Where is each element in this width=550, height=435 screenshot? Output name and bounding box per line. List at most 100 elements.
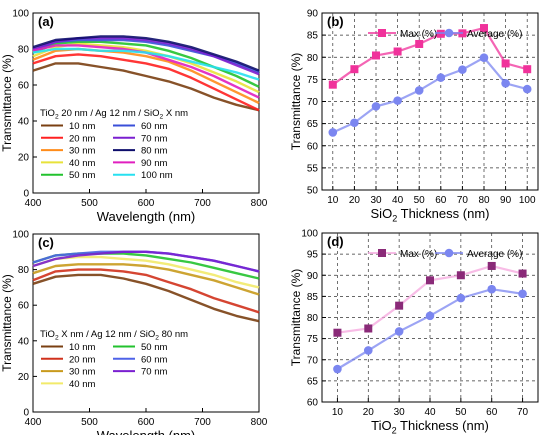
y-tick-label: 95 — [307, 250, 319, 261]
y-tick-label: 40 — [18, 117, 30, 128]
data-point-max — [456, 271, 465, 280]
y-tick-label: 85 — [307, 292, 319, 303]
y-tick-label: 0 — [23, 408, 29, 419]
data-point-average — [371, 102, 381, 111]
y-tick-label: 90 — [307, 271, 319, 282]
series-line-20-nm — [32, 268, 260, 314]
x-tick-label: 30 — [394, 407, 406, 418]
x-tick-label: 40 — [392, 195, 404, 206]
data-point-average — [479, 53, 489, 62]
x-tick-label: 70 — [457, 195, 469, 206]
y-tick-label: 60 — [307, 398, 319, 409]
legend-label: 20 nm — [69, 133, 95, 144]
x-tick-label: 800 — [251, 417, 268, 428]
data-point-average — [501, 79, 510, 88]
y-tick-label: 55 — [307, 163, 319, 174]
y-tick-label: 80 — [18, 45, 30, 56]
data-point-max — [333, 328, 342, 337]
subscript: 2 — [155, 335, 159, 342]
x-tick-label: 20 — [363, 407, 375, 418]
legend-label: 80 nm — [141, 146, 167, 157]
x-tick-label: 800 — [251, 198, 268, 209]
series-line-1 — [332, 56, 528, 134]
legend-label: 60 nm — [141, 121, 167, 132]
text-part: 20 nm / Ag 12 nm / SiO — [59, 108, 160, 119]
chart-panel-c: 0 20 40 60 80 100 400 500 600 700 800 (c) Wavelength… — [0, 230, 268, 435]
x-tick-label: 10 — [327, 195, 339, 206]
series-line-100-nm — [32, 47, 260, 81]
x-axis-label: SiO2 Thickness (nm) — [371, 206, 490, 224]
text-part: Thickness (nm) — [397, 206, 489, 221]
legend-label: 30 nm — [69, 367, 95, 378]
legend-label: Max (%) — [400, 29, 437, 40]
text-part: 80 nm — [159, 329, 188, 340]
panel-label: (d) — [327, 234, 344, 249]
y-axis-label: Transmittance (%) — [289, 53, 303, 151]
x-tick-label: 80 — [478, 195, 490, 206]
legend-marker — [444, 28, 454, 38]
y-axis-label: Transmittance (%) — [289, 269, 303, 367]
text-part: TiO — [40, 108, 55, 119]
series-line-30-nm — [32, 263, 260, 296]
y-tick-label: 65 — [307, 376, 319, 387]
chart-panel-b: 50 55 60 65 70 75 80 85 90 10 20 30 40 50 60 70 80 90 100 (… — [289, 9, 539, 224]
x-tick-label: 30 — [370, 195, 382, 206]
legend-label: 10 nm — [69, 121, 95, 132]
series-line-80-nm — [32, 35, 260, 72]
x-tick-label: 700 — [194, 417, 211, 428]
x-tick-label: 400 — [25, 198, 42, 209]
x-tick-label: 20 — [349, 195, 361, 206]
legend-label: 40 nm — [69, 158, 95, 169]
x-tick-label: 10 — [332, 407, 344, 418]
series-line-10-nm — [32, 62, 260, 112]
x-tick-label: 600 — [138, 198, 155, 209]
chart-panel-a: 0 20 40 60 80 100 400 500 600 700 800 (a) Wavelength… — [0, 9, 268, 225]
x-tick-label: 600 — [138, 417, 155, 428]
x-tick-label: 90 — [500, 195, 512, 206]
x-tick-label: 50 — [455, 407, 467, 418]
legend-label: 30 nm — [69, 146, 95, 157]
chart-panel-d: 60 65 70 75 80 85 90 95 100 10 20 30 40 50 60 70 (d) TiO2… — [289, 229, 539, 435]
y-tick-label: 85 — [307, 31, 319, 42]
y-tick-label: 20 — [18, 372, 30, 383]
data-point-average — [363, 346, 373, 355]
panel-label: (c) — [38, 235, 54, 250]
legend-label: 20 nm — [69, 354, 95, 365]
data-point-average — [393, 96, 402, 105]
data-point-average — [425, 311, 435, 321]
text-part: TiO — [371, 418, 391, 433]
y-tick-label: 20 — [18, 153, 30, 164]
y-tick-label: 80 — [307, 313, 319, 324]
data-point-max — [523, 65, 532, 74]
y-tick-label: 0 — [23, 189, 29, 200]
y-axis-label: Transmittance (%) — [0, 274, 14, 372]
legend-marker — [378, 29, 386, 37]
x-tick-label: 700 — [194, 198, 211, 209]
y-tick-label: 60 — [307, 141, 319, 152]
data-point-max — [393, 47, 402, 56]
x-axis-label: Wavelength (nm) — [97, 209, 196, 224]
panel-label: (b) — [327, 14, 344, 29]
data-point-max — [501, 59, 510, 68]
text-part: TiO — [40, 329, 55, 340]
subscript: 2 — [392, 214, 397, 224]
x-tick-label: 50 — [414, 195, 426, 206]
data-point-average — [458, 65, 467, 74]
legend-marker — [378, 249, 386, 257]
y-tick-label: 65 — [307, 119, 319, 130]
data-point-max — [480, 24, 488, 33]
text-part: SiO — [371, 206, 393, 221]
series-line-20-nm — [32, 53, 260, 112]
data-point-max — [518, 269, 527, 278]
data-point-max — [426, 276, 434, 285]
x-tick-label: 400 — [25, 417, 42, 428]
y-axis-label: Transmittance (%) — [0, 54, 14, 152]
legend-label: 60 nm — [141, 354, 167, 365]
x-tick-label: 500 — [81, 417, 98, 428]
y-tick-label: 60 — [18, 301, 30, 312]
data-point-max — [372, 51, 380, 60]
legend-label: 40 nm — [69, 379, 95, 390]
legend-label: 10 nm — [69, 342, 95, 353]
legend-label: Average (%) — [467, 249, 522, 260]
x-axis-label: Wavelength (nm) — [97, 428, 196, 435]
